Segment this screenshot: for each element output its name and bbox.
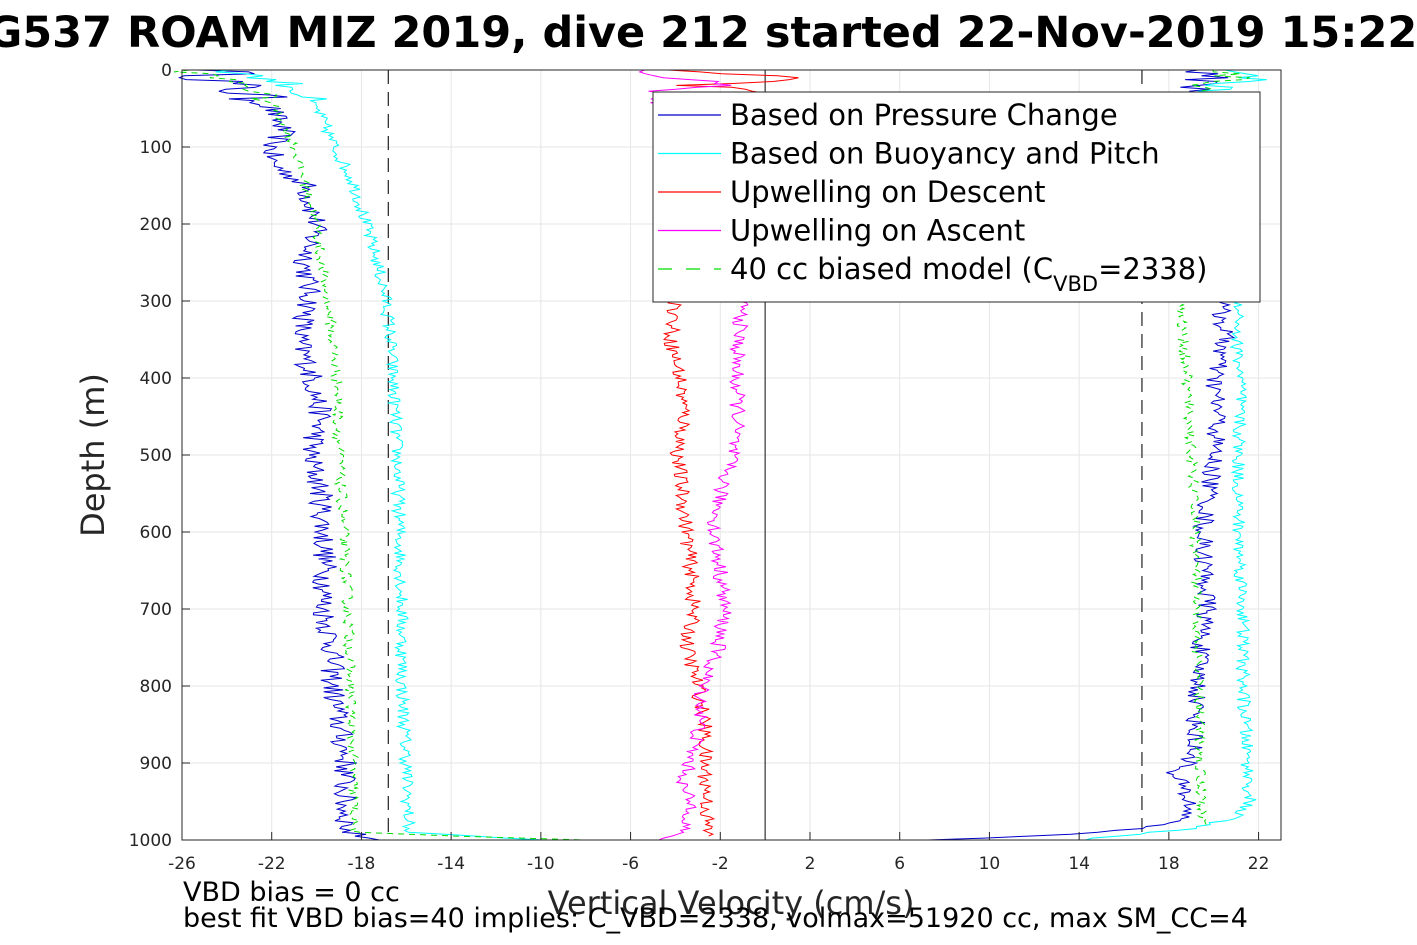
y-tick-label: 0 [161,61,172,81]
y-tick-label: 300 [140,292,172,312]
x-tick-label: 22 [1248,854,1270,874]
x-axis-ticks: -26 -22 -18 -14 -10 -6 -2 2 6 10 14 18 22 [168,832,1269,874]
series-based-on-pressure-change-descent [177,69,380,841]
x-tick-label: 14 [1068,854,1090,874]
annotation-vbd-bias: VBD bias = 0 cc [183,877,400,908]
series-40-cc-biased-model-c-vbd-2338-descent [173,69,585,841]
y-tick-label: 200 [140,215,172,235]
legend-label: Upwelling on Descent [730,175,1046,209]
y-tick-label: 500 [140,446,172,466]
annotation-best-fit: best fit VBD bias=40 implies: C_VBD=2338… [183,903,1248,934]
series-based-on-buoyancy-and-pitch-descent [215,69,545,841]
legend-label: Based on Pressure Change [730,98,1118,132]
x-tick-label: -10 [527,854,555,874]
x-tick-label: -6 [622,854,639,874]
x-tick-label: 6 [894,854,905,874]
legend-box [652,91,1261,303]
y-axis-ticks: 0 100 200 300 400 500 600 700 800 900 1000 [129,61,190,851]
y-tick-label: 900 [140,754,172,774]
y-tick-label: 400 [140,369,172,389]
y-tick-label: 700 [140,600,172,620]
y-tick-label: 600 [140,523,172,543]
legend-label: Upwelling on Ascent [730,214,1025,248]
x-tick-label: 2 [805,854,816,874]
x-tick-label: -2 [712,854,729,874]
x-tick-label: -18 [348,854,376,874]
x-tick-label: -14 [437,854,465,874]
y-tick-label: 1000 [129,831,172,851]
chart-title: SG537 ROAM MIZ 2019, dive 212 started 22… [0,8,1417,58]
y-tick-label: 800 [140,677,172,697]
y-axis-label: Depth (m) [74,373,112,537]
x-tick-label: 10 [979,854,1001,874]
legend-label: 40 cc biased model (CVBD=2338) [730,252,1208,296]
legend-label: Based on Buoyancy and Pitch [730,137,1160,171]
x-tick-label: -26 [168,854,196,874]
x-tick-label: -22 [258,854,286,874]
y-tick-label: 100 [140,138,172,158]
x-axis-label: Vertical Velocity (cm/s) [548,884,915,922]
x-tick-label: 18 [1158,854,1180,874]
legend: Based on Pressure Change Based on Buoyanc… [652,91,1261,303]
